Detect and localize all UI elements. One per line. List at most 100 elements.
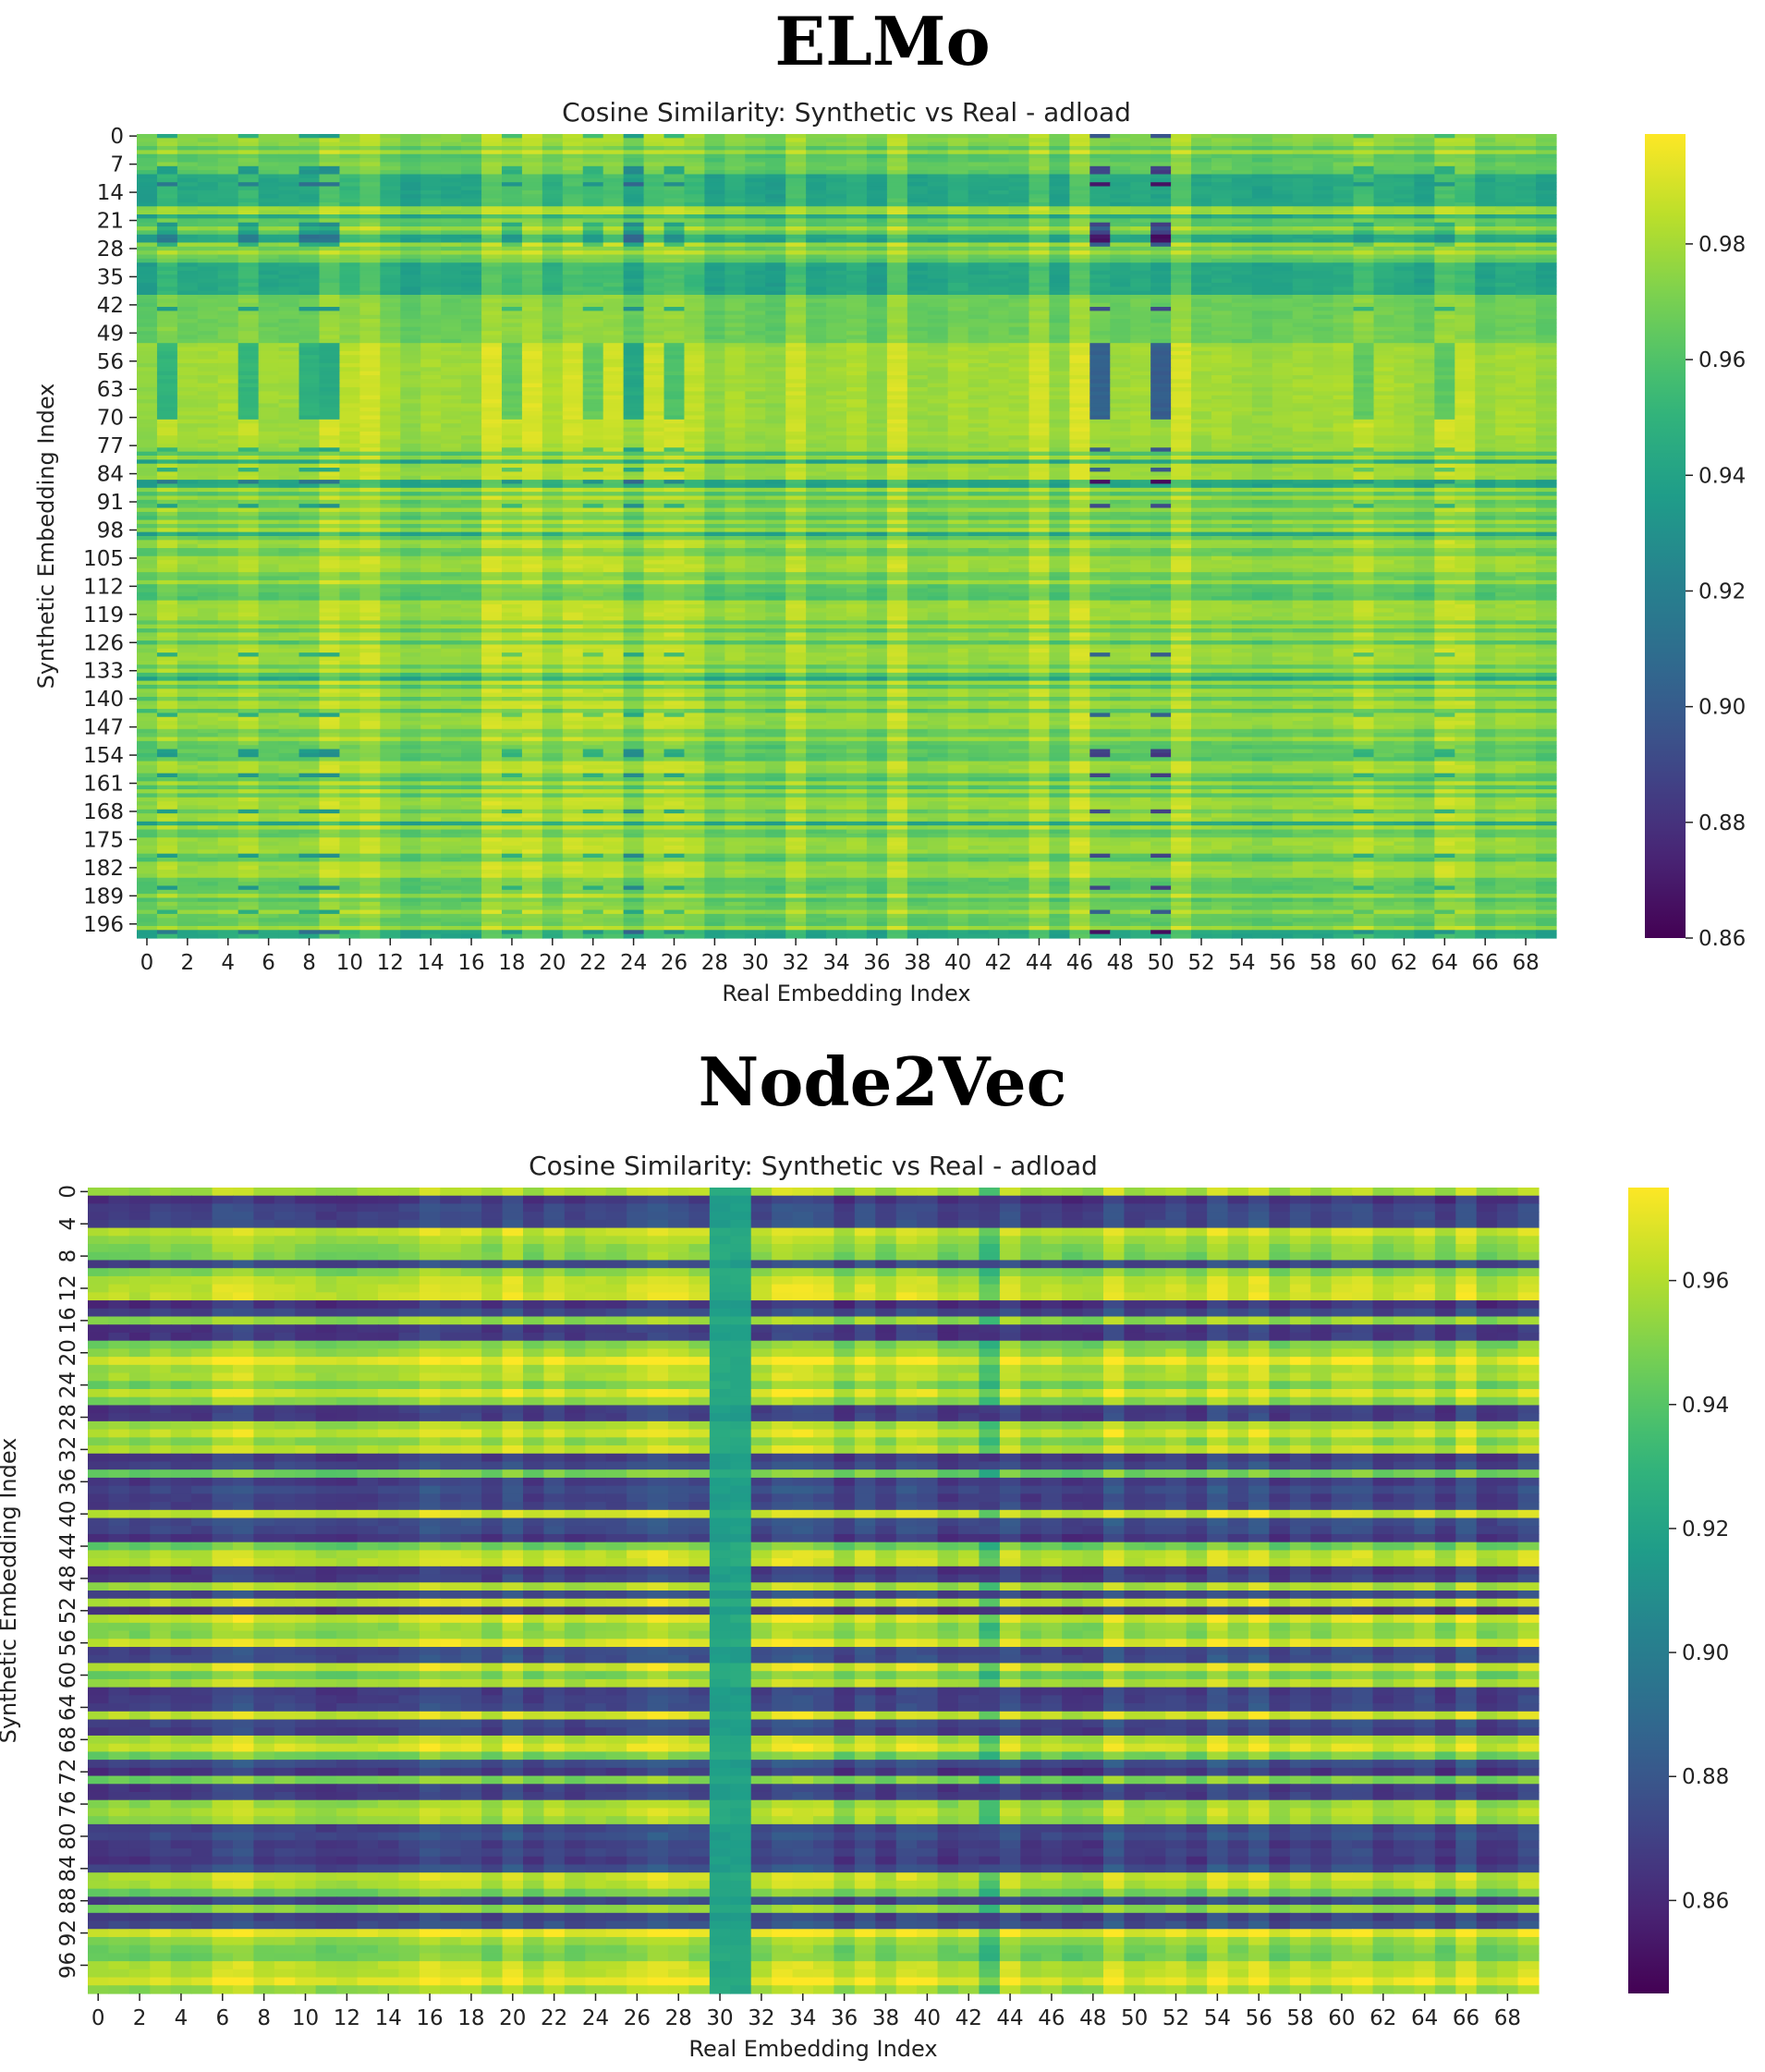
heatmap-cell: [481, 230, 503, 236]
heatmap-cell: [1231, 146, 1253, 151]
heatmap-cell: [582, 258, 604, 263]
heatmap-cell: [380, 399, 401, 405]
heatmap-cell: [927, 371, 949, 376]
heatmap-cell: [846, 198, 868, 203]
heatmap-cell: [846, 242, 868, 248]
heatmap-cell: [521, 295, 543, 299]
heatmap-cell: [724, 319, 746, 324]
heatmap-cell: [1089, 258, 1111, 263]
heatmap-cell: [1008, 258, 1030, 263]
heatmap-cell: [1373, 343, 1395, 348]
heatmap-cell: [1231, 250, 1253, 256]
heatmap-cell: [278, 399, 300, 405]
heatmap-cell: [1211, 379, 1233, 384]
heatmap-cell: [1373, 226, 1395, 231]
heatmap-cell: [319, 153, 341, 159]
heatmap-cell: [278, 134, 300, 139]
heatmap-cell: [521, 407, 543, 412]
heatmap-cell: [137, 189, 158, 195]
heatmap-cell: [1171, 206, 1192, 212]
heatmap-cell: [603, 210, 625, 215]
heatmap-cell: [1333, 138, 1355, 143]
heatmap-cell: [562, 419, 584, 424]
heatmap-cell: [947, 258, 969, 263]
heatmap-cell: [947, 371, 969, 376]
heatmap-cell: [1089, 234, 1111, 239]
heatmap-cell: [562, 201, 584, 207]
heatmap-cell: [1069, 379, 1090, 384]
heatmap-cell: [1475, 165, 1496, 171]
heatmap-cell: [197, 399, 219, 405]
heatmap-cell: [886, 338, 908, 344]
heatmap-cell: [1211, 391, 1233, 396]
heatmap-cell: [988, 338, 1010, 344]
heatmap-cell: [684, 177, 705, 183]
heatmap-cell: [1312, 201, 1334, 207]
heatmap-cell: [1049, 246, 1070, 251]
heatmap-cell: [785, 350, 807, 356]
heatmap-cell: [1211, 201, 1233, 207]
heatmap-cell: [339, 367, 360, 372]
heatmap-cell: [785, 295, 807, 299]
heatmap-cell: [380, 214, 401, 219]
heatmap-cell: [886, 362, 908, 368]
heatmap-cell: [947, 307, 969, 311]
heatmap-cell: [1394, 350, 1415, 356]
heatmap-cell: [927, 222, 949, 227]
heatmap-cell: [501, 375, 523, 380]
heatmap-cell: [947, 262, 969, 268]
heatmap-cell: [1373, 250, 1395, 256]
heatmap-cell: [156, 174, 178, 179]
heatmap-cell: [704, 355, 725, 360]
heatmap-cell: [724, 170, 746, 176]
heatmap-cell: [217, 343, 239, 348]
heatmap-cell: [217, 234, 239, 239]
heatmap-cell: [907, 254, 929, 260]
heatmap-cell: [1211, 230, 1233, 236]
heatmap-cell: [907, 174, 929, 179]
heatmap-cell: [298, 165, 321, 171]
heatmap-cell: [521, 198, 543, 203]
heatmap-cell: [339, 206, 360, 212]
heatmap-cell: [197, 274, 219, 280]
heatmap-cell: [806, 335, 827, 340]
heatmap-cell: [745, 222, 766, 227]
heatmap-cell: [339, 258, 360, 263]
heatmap-cell: [1150, 274, 1172, 280]
heatmap-cell: [603, 307, 625, 311]
heatmap-cell: [1312, 411, 1334, 417]
heatmap-cell: [1434, 146, 1455, 151]
heatmap-cell: [603, 407, 625, 412]
heatmap-cell: [1414, 383, 1435, 388]
heatmap-cell: [156, 362, 178, 368]
heatmap-cell: [785, 150, 807, 155]
heatmap-cell: [623, 234, 645, 239]
heatmap-cell: [826, 371, 847, 376]
heatmap-cell: [826, 350, 847, 356]
heatmap-cell: [1373, 278, 1395, 284]
heatmap-cell: [1394, 347, 1415, 352]
heatmap-cell: [947, 355, 969, 360]
heatmap-cell: [1414, 403, 1435, 408]
heatmap-cell: [1475, 387, 1496, 392]
heatmap-cell: [521, 331, 543, 336]
heatmap-cell: [156, 323, 178, 328]
heatmap-cell: [765, 343, 786, 348]
heatmap-cell: [1292, 206, 1314, 212]
heatmap-cell: [1089, 407, 1111, 412]
heatmap-cell: [1110, 314, 1131, 320]
heatmap-cell: [501, 138, 523, 143]
heatmap-cell: [1475, 326, 1496, 332]
heatmap-cell: [886, 375, 908, 380]
heatmap-cell: [420, 134, 442, 139]
heatmap-cell: [542, 419, 564, 424]
heatmap-cell: [1150, 182, 1172, 188]
heatmap-cell: [704, 150, 725, 155]
heatmap-cell: [1049, 323, 1070, 328]
heatmap-cell: [1455, 254, 1476, 260]
heatmap-cell: [137, 201, 158, 207]
heatmap-cell: [1231, 286, 1253, 292]
heatmap-cell: [1191, 290, 1212, 296]
heatmap-cell: [1089, 262, 1111, 268]
heatmap-cell: [988, 189, 1010, 195]
